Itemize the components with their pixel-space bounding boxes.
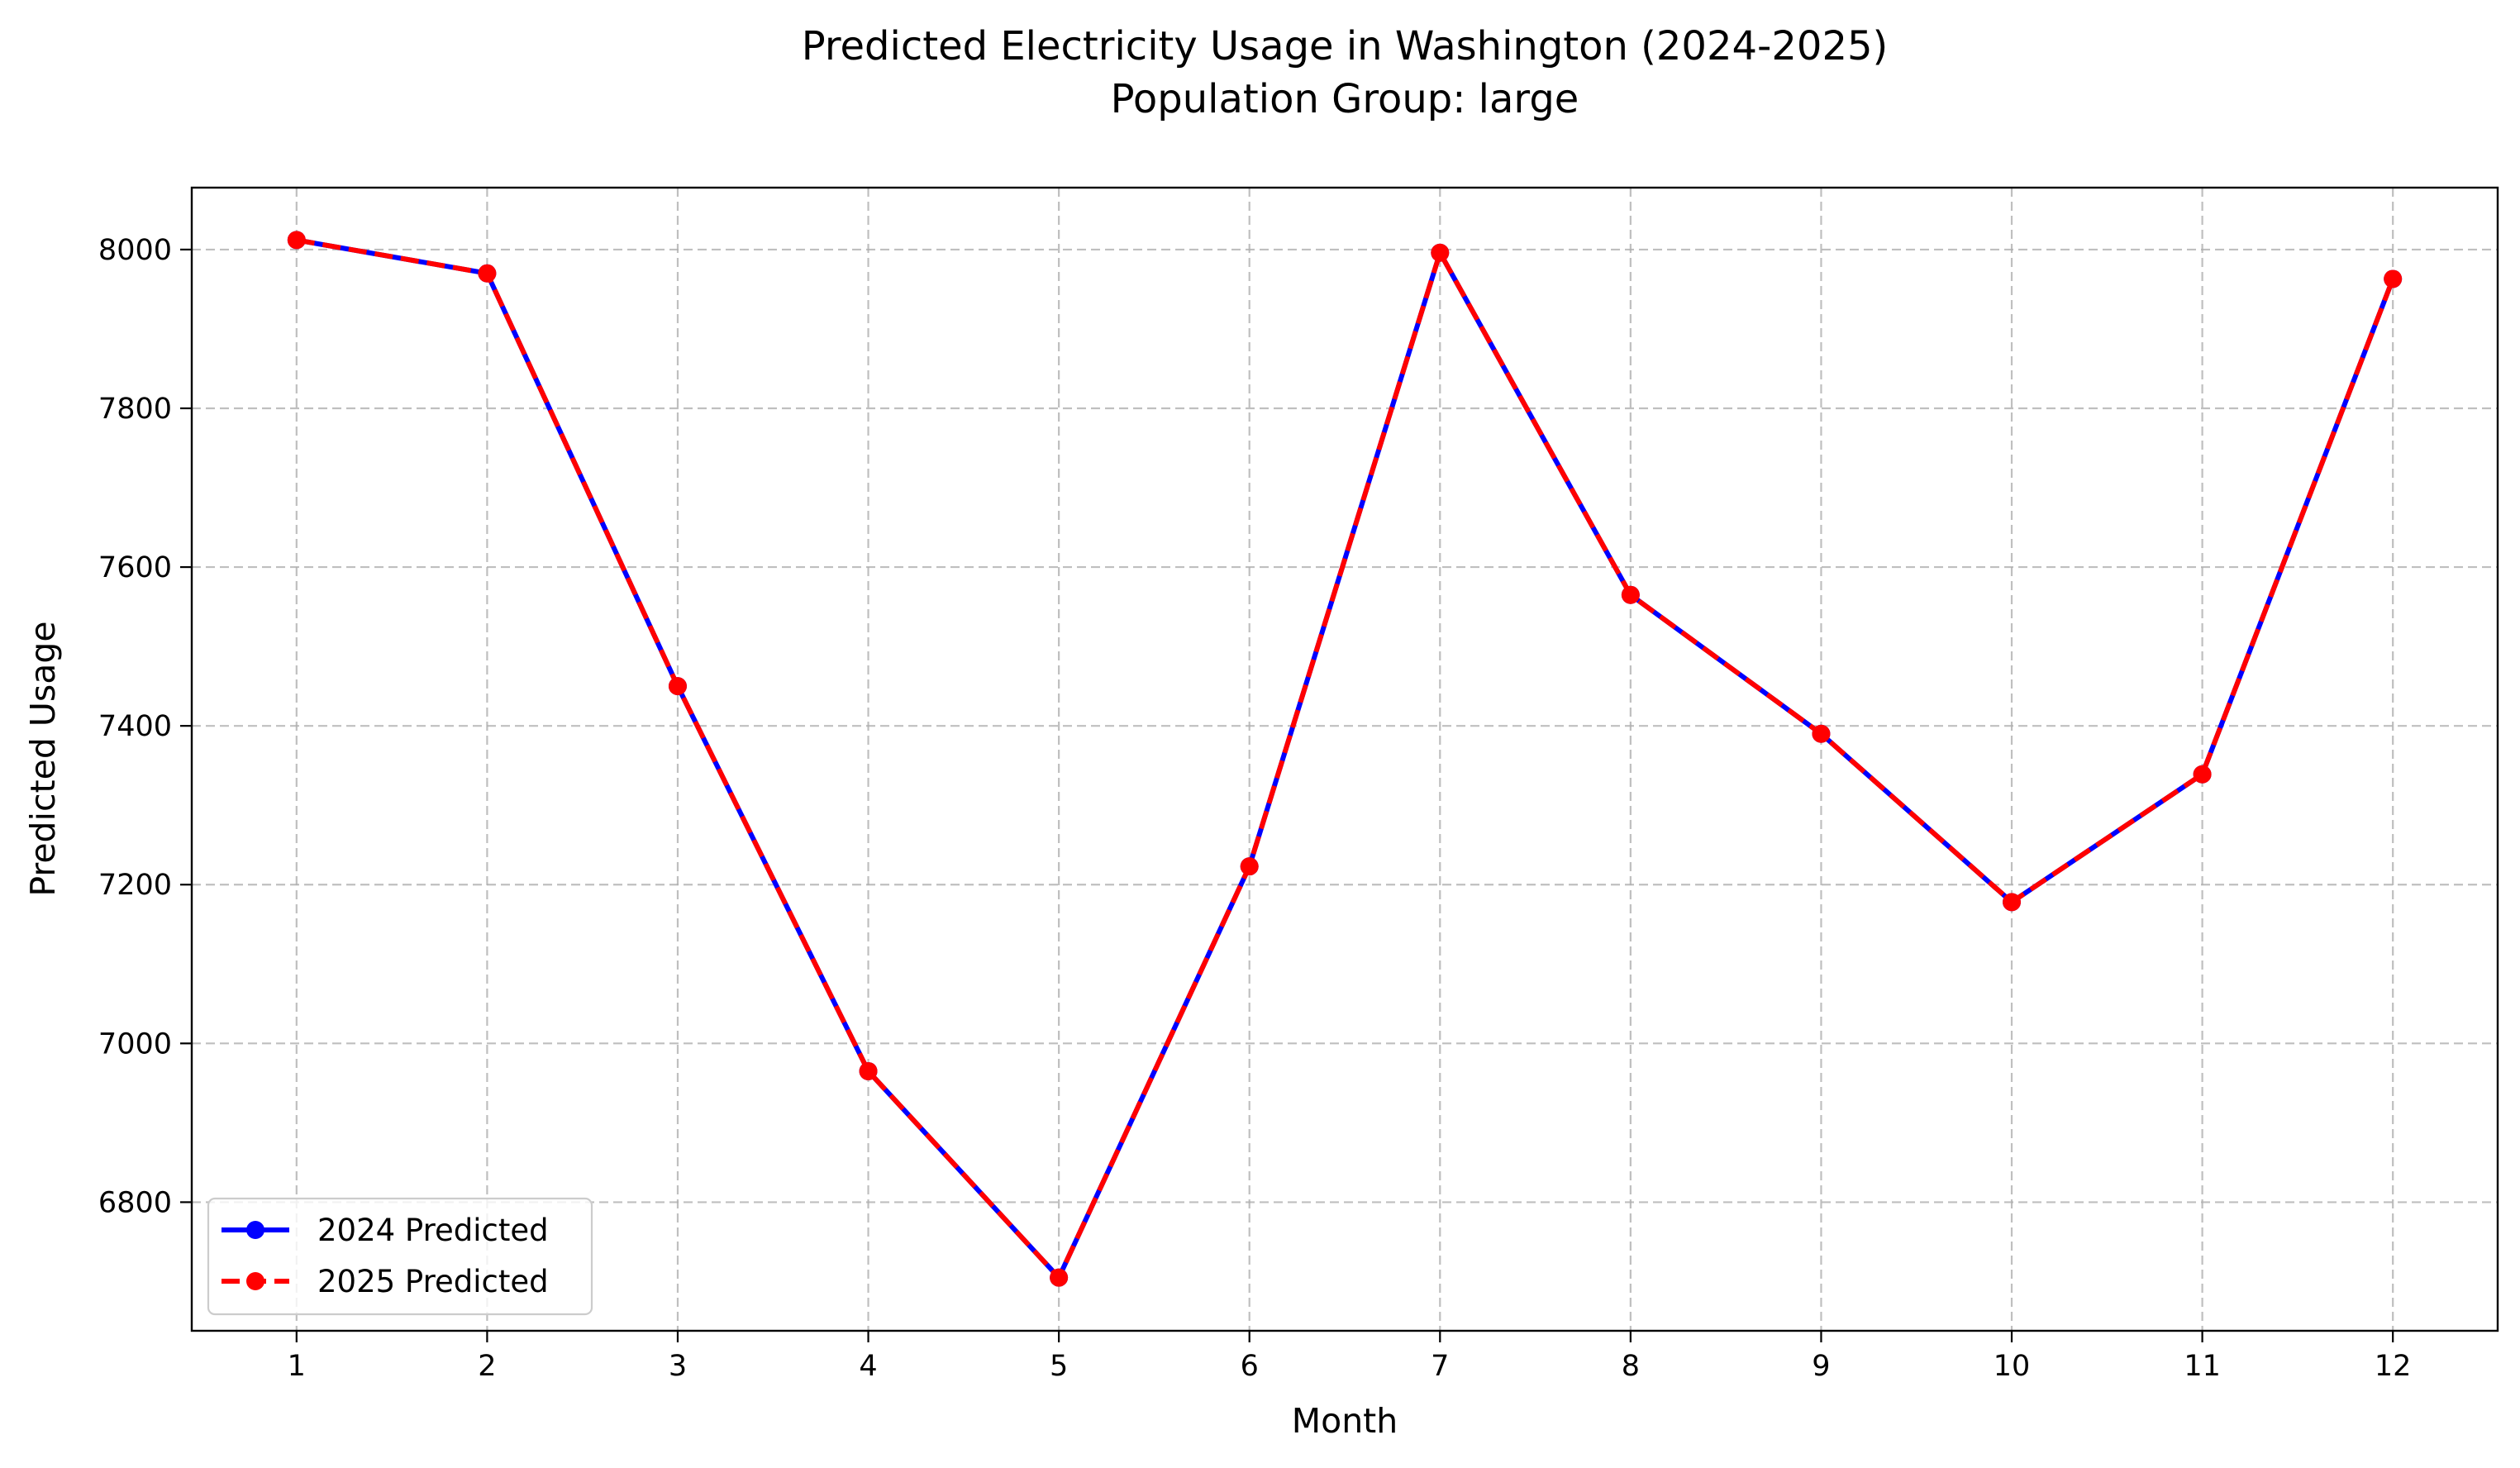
legend-label: 2025 Predicted	[317, 1264, 549, 1299]
x-tick-label: 11	[2184, 1350, 2221, 1383]
y-axis-label: Predicted Usage	[23, 621, 63, 896]
x-axis-label: Month	[1292, 1401, 1398, 1441]
series-line	[296, 237, 2395, 1280]
data-point	[1431, 243, 1450, 262]
y-tick-label: 8000	[98, 234, 172, 267]
data-point	[478, 264, 497, 283]
x-tick-label: 5	[1050, 1350, 1068, 1383]
data-point	[1050, 1268, 1069, 1287]
data-point	[2003, 893, 2022, 912]
x-tick-label: 7	[1431, 1350, 1449, 1383]
x-tick-label: 12	[2375, 1350, 2412, 1383]
axis-ticks: 1 2 3 4 5 6 7 8 9 10 11 126800700072007400760078008…	[98, 234, 2412, 1383]
legend-marker	[246, 1272, 264, 1290]
legend: 2024 Predicted 2025 Predicted	[207, 1197, 593, 1316]
data-point	[1621, 585, 1640, 604]
data-point	[1812, 724, 1831, 743]
data-point	[668, 677, 687, 696]
x-tick-label: 1	[288, 1350, 306, 1383]
chart-title: Predicted Electricity Usage in Washingto…	[802, 23, 1889, 69]
data-point	[859, 1061, 878, 1080]
x-tick-label: 2	[478, 1350, 496, 1383]
x-tick-label: 4	[859, 1350, 877, 1383]
y-tick-label: 7800	[98, 393, 172, 426]
x-tick-label: 8	[1622, 1350, 1640, 1383]
legend-label: 2024 Predicted	[317, 1213, 549, 1248]
y-tick-label: 7400	[98, 710, 172, 743]
y-tick-label: 7600	[98, 551, 172, 584]
data-point	[2193, 765, 2212, 784]
y-tick-label: 7200	[98, 869, 172, 902]
x-tick-label: 6	[1241, 1350, 1259, 1383]
x-tick-label: 3	[669, 1350, 687, 1383]
x-tick-label: 10	[1994, 1350, 2031, 1383]
plot-area-frame	[190, 186, 2499, 1332]
chart-subtitle: Population Group: large	[1111, 76, 1579, 122]
x-tick-label: 9	[1812, 1350, 1830, 1383]
y-tick-label: 7000	[98, 1027, 172, 1060]
series-layer	[287, 231, 2403, 1287]
data-point	[287, 231, 306, 250]
data-point	[1240, 857, 1259, 876]
data-point	[2384, 269, 2403, 288]
y-tick-label: 6800	[98, 1186, 172, 1219]
legend-box	[207, 1197, 593, 1316]
legend-marker	[246, 1221, 264, 1239]
series-2	[287, 231, 2403, 1287]
